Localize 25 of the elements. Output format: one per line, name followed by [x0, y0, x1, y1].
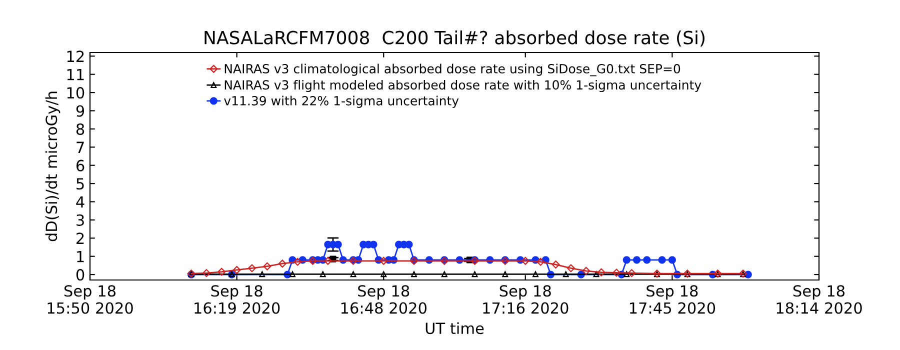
x-tick-label: Sep 18 18:14 2020 — [776, 285, 862, 314]
y-tick-label: 2 — [76, 232, 84, 244]
legend-label: NAIRAS v3 flight modeled absorbed dose rate with 10% 1-sigma uncertainty — [224, 80, 702, 92]
y-tick-label: 0 — [76, 269, 84, 281]
y-tick-label: 9 — [76, 105, 84, 117]
legend-label: NAIRAS v3 climatological absorbed dose rate using SiDose_G0.txt SEP=0 — [224, 64, 680, 76]
legend-label: v11.39 with 22% 1-sigma uncertainty — [224, 96, 459, 108]
chart-title: NASALaRCFM7008 C200 Tail#? absorbed dose rate (Si) — [204, 30, 704, 47]
y-tick-label: 12 — [67, 50, 84, 62]
y-tick-label: 1 — [77, 251, 84, 262]
y-tick-label: 11 — [67, 69, 84, 80]
x-axis-title: UT time — [426, 322, 484, 334]
x-tick-label: Sep 18 16:19 2020 — [194, 285, 280, 314]
y-tick-label: 6 — [76, 160, 84, 172]
y-tick-label: 3 — [76, 214, 84, 226]
y-axis-title: dD(Si)/dt microGy/h — [45, 92, 60, 242]
y-tick-label: 8 — [76, 123, 84, 135]
x-tick-label: Sep 18 17:16 2020 — [483, 285, 568, 314]
y-tick-label: 10 — [67, 87, 84, 99]
x-tick-label: Sep 18 15:50 2020 — [48, 285, 133, 314]
x-tick-label: Sep 18 16:48 2020 — [341, 285, 426, 314]
y-tick-label: 4 — [76, 196, 84, 208]
y-tick-label: 7 — [76, 142, 84, 153]
y-tick-label: 5 — [76, 178, 84, 190]
x-tick-label: Sep 18 17:45 2020 — [630, 285, 716, 314]
